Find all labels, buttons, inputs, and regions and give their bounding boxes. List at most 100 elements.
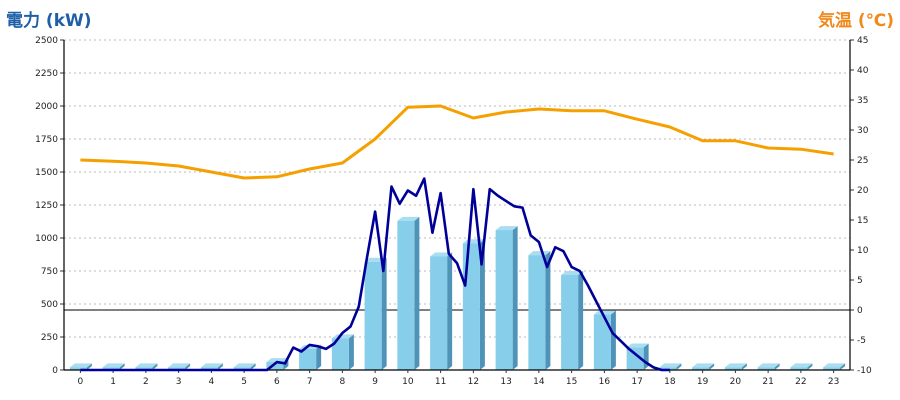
bar bbox=[528, 255, 546, 370]
x-tick-label: 20 bbox=[730, 377, 742, 387]
x-tick-label: 4 bbox=[209, 377, 215, 387]
bar bbox=[462, 243, 480, 370]
bar-top bbox=[757, 363, 780, 368]
left-tick-label: 750 bbox=[41, 267, 58, 277]
x-tick-label: 16 bbox=[599, 377, 611, 387]
bar-side bbox=[250, 363, 256, 370]
x-tick-label: 3 bbox=[176, 377, 182, 387]
temperature-series-line bbox=[80, 104, 834, 180]
bar bbox=[659, 367, 677, 370]
x-tick-label: 18 bbox=[664, 377, 676, 387]
right-tick-label: 5 bbox=[857, 276, 863, 286]
bar-top bbox=[233, 363, 256, 368]
bar-top bbox=[561, 270, 584, 275]
bar-top bbox=[331, 334, 354, 339]
bar-side bbox=[610, 310, 616, 370]
bar-top bbox=[266, 358, 289, 363]
bar-side bbox=[807, 363, 813, 370]
x-tick-label: 14 bbox=[533, 377, 545, 387]
bar-side bbox=[479, 239, 485, 370]
bar-top bbox=[135, 363, 158, 368]
left-tick-label: 1750 bbox=[35, 135, 58, 145]
bar-side bbox=[316, 344, 322, 370]
left-tick-label: 0 bbox=[52, 366, 58, 376]
bar-side bbox=[414, 216, 420, 370]
bar-side bbox=[185, 363, 191, 370]
bar bbox=[69, 367, 87, 370]
bar-side bbox=[381, 257, 387, 370]
bar bbox=[593, 314, 611, 370]
right-tick-label: 40 bbox=[857, 66, 869, 76]
left-axis-title: 電力 (kW) bbox=[6, 11, 92, 31]
x-tick-label: 0 bbox=[78, 377, 84, 387]
bar bbox=[266, 362, 284, 370]
bar-side bbox=[447, 252, 453, 370]
left-tick-label: 500 bbox=[41, 300, 58, 310]
bar-top bbox=[659, 363, 682, 368]
bar-top bbox=[397, 216, 420, 221]
bar bbox=[692, 367, 710, 370]
right-axis-title: 気温 (℃) bbox=[817, 11, 894, 31]
bar bbox=[299, 348, 317, 370]
left-tick-label: 2500 bbox=[35, 36, 58, 46]
bar bbox=[790, 367, 808, 370]
bar-top bbox=[430, 252, 453, 257]
bar-side bbox=[217, 363, 223, 370]
x-tick-label: 22 bbox=[795, 377, 806, 387]
left-tick-label: 250 bbox=[41, 333, 58, 343]
x-tick-label: 5 bbox=[241, 377, 247, 387]
x-tick-label: 8 bbox=[340, 377, 346, 387]
left-tick-label: 1500 bbox=[35, 168, 58, 178]
bar-side bbox=[348, 334, 354, 370]
power-series-line bbox=[80, 177, 670, 372]
bar bbox=[168, 367, 186, 370]
bar-top bbox=[495, 226, 518, 231]
bar-side bbox=[119, 363, 125, 370]
x-tick-label: 6 bbox=[274, 377, 280, 387]
bar-top bbox=[528, 251, 551, 256]
bar-side bbox=[774, 363, 780, 370]
x-tick-label: 19 bbox=[697, 377, 709, 387]
x-tick-label: 11 bbox=[435, 377, 446, 387]
left-tick-label: 1250 bbox=[35, 201, 58, 211]
x-tick-label: 17 bbox=[631, 377, 642, 387]
bar bbox=[364, 261, 382, 370]
bar bbox=[233, 367, 251, 370]
bar-side bbox=[545, 251, 551, 370]
x-tick-label: 10 bbox=[402, 377, 414, 387]
bar bbox=[331, 338, 349, 370]
bar-side bbox=[578, 270, 584, 370]
right-tick-label: 10 bbox=[857, 246, 869, 256]
bar bbox=[495, 230, 513, 370]
bar-side bbox=[643, 343, 649, 370]
bar bbox=[200, 367, 218, 370]
bar-side bbox=[709, 363, 715, 370]
bar-side bbox=[512, 226, 518, 370]
x-tick-label: 9 bbox=[372, 377, 378, 387]
right-tick-label: 35 bbox=[857, 96, 868, 106]
bar bbox=[626, 347, 644, 370]
right-tick-label: 20 bbox=[857, 186, 869, 196]
bar-top bbox=[593, 310, 616, 315]
bar bbox=[757, 367, 775, 370]
bar bbox=[724, 367, 742, 370]
bar-top bbox=[200, 363, 223, 368]
left-tick-label: 2000 bbox=[35, 102, 58, 112]
bar bbox=[397, 220, 415, 370]
bar-side bbox=[840, 363, 846, 370]
right-tick-label: 15 bbox=[857, 216, 868, 226]
x-tick-label: 13 bbox=[500, 377, 511, 387]
x-tick-label: 1 bbox=[110, 377, 116, 387]
bar bbox=[135, 367, 153, 370]
left-tick-label: 1000 bbox=[35, 234, 58, 244]
bar bbox=[561, 274, 579, 370]
right-tick-label: 30 bbox=[857, 126, 869, 136]
right-tick-label: 25 bbox=[857, 156, 868, 166]
bar-top bbox=[790, 363, 813, 368]
right-tick-label: -10 bbox=[857, 366, 872, 376]
bar-top bbox=[69, 363, 92, 368]
bar-top bbox=[724, 363, 747, 368]
bar-side bbox=[152, 363, 158, 370]
bar-side bbox=[86, 363, 92, 370]
x-tick-label: 15 bbox=[566, 377, 577, 387]
